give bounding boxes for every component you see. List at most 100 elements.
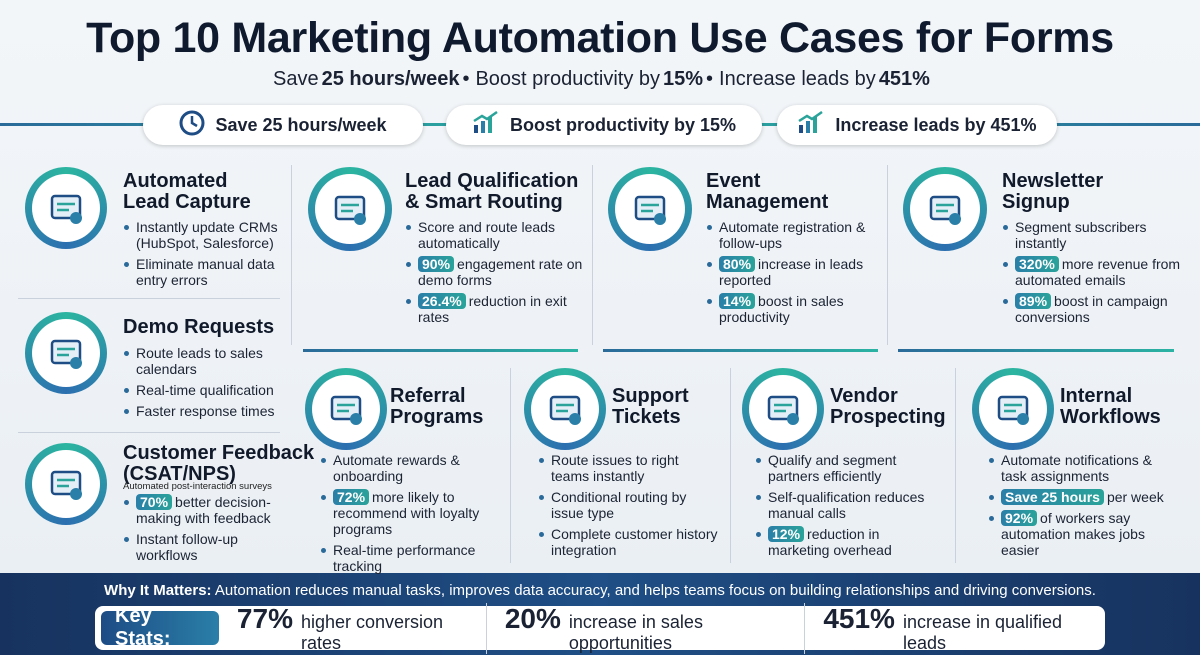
- card-item: 14% boost in sales productivity: [706, 293, 876, 325]
- stat-badge: 72%: [333, 489, 370, 505]
- card-title-line: Vendor: [830, 385, 898, 407]
- key-stat-value: 451%: [823, 602, 895, 634]
- stat-badge: 70%: [136, 494, 173, 510]
- subtitle-part: Boost productivity by: [475, 68, 660, 90]
- card-icon: [608, 167, 692, 251]
- card-item: Route issues to right teams instantly: [538, 452, 718, 484]
- subtitle-part: 15%: [663, 68, 704, 90]
- card-title-line: Lead Capture: [123, 191, 251, 213]
- card-item: 26.4% reduction in exit rates: [405, 293, 583, 325]
- key-stat: 451% increase in qualified leads: [805, 603, 1105, 654]
- card-items: Segment subscribers instantly 320% more re…: [1002, 219, 1182, 330]
- card-title: Vendor Prospecting: [830, 386, 946, 428]
- stat-pill: Save 25 hours/week: [143, 105, 423, 145]
- divider: [18, 298, 280, 299]
- card-title: Referral Programs: [390, 386, 483, 428]
- item-text: reduction in marketing overhead: [768, 526, 892, 558]
- card-icon: [25, 167, 107, 249]
- stat-badge: 80%: [719, 256, 756, 272]
- why-label: Why It Matters:: [104, 582, 212, 599]
- card-note: Automated post-interaction surveys: [123, 481, 272, 492]
- card-item: Instantly update CRMs (HubSpot, Salesfor…: [123, 219, 288, 251]
- stat-badge: 26.4%: [418, 293, 466, 309]
- icon-inner: [531, 375, 599, 443]
- card-item: Automate rewards & onboarding: [320, 452, 500, 484]
- card-item: Segment subscribers instantly: [1002, 219, 1182, 251]
- card-items: Automate rewards & onboarding 72% more lik…: [320, 452, 500, 579]
- card-title-line: Programs: [390, 406, 484, 428]
- item-text: boost in sales productivity: [719, 293, 844, 325]
- divider: [291, 165, 292, 345]
- key-stat-text: increase in sales opportunities: [568, 611, 703, 653]
- card-item: Real-time performance tracking: [320, 542, 500, 574]
- icon-inner: [910, 174, 980, 244]
- stat-badge: 89%: [1015, 293, 1052, 309]
- card-item: Score and route leads automatically: [405, 219, 583, 251]
- subtitle-part: •: [706, 68, 714, 90]
- item-text: per week: [1106, 489, 1164, 505]
- card-title-line: Customer Feedback: [123, 442, 315, 464]
- card-item: Eliminate manual data entry errors: [123, 256, 288, 288]
- card-item: Real-time qualification: [123, 382, 288, 398]
- card-title: Customer Feedback (CSAT/NPS): [123, 443, 314, 485]
- key-stat-text: higher conversion rates: [300, 611, 444, 653]
- pill-text: Increase leads by 451%: [835, 114, 1037, 135]
- card-items: 70% better decision-making with feedback I…: [123, 494, 288, 568]
- stat-badge: 14%: [719, 293, 756, 309]
- card-title-line: Signup: [1002, 191, 1070, 213]
- card-items: Route issues to right teams instantly Con…: [538, 452, 718, 563]
- card-title-line: Event: [706, 170, 761, 192]
- card-item: Faster response times: [123, 403, 288, 419]
- divider: [887, 165, 888, 345]
- card-item: 70% better decision-making with feedback: [123, 494, 288, 526]
- key-stat: 77% higher conversion rates: [219, 602, 487, 654]
- icon-inner: [32, 319, 100, 387]
- divider: [18, 432, 280, 433]
- card-icon: [903, 167, 987, 251]
- card-items: Automate registration & follow-ups 80% inc…: [706, 219, 876, 330]
- card-item: Complete customer history integration: [538, 526, 718, 558]
- stat-badge: 320%: [1015, 256, 1059, 272]
- card-items: Route leads to sales calendars Real-time …: [123, 345, 288, 424]
- card-title-line: Management: [706, 191, 829, 213]
- icon-inner: [32, 174, 100, 242]
- item-text: boost in campaign conversions: [1015, 293, 1168, 325]
- item-text: increase in leads reported: [719, 256, 864, 288]
- card-icon: [25, 443, 107, 525]
- pill-icon: [179, 110, 205, 141]
- divider: [592, 165, 593, 345]
- why-it-matters: Why It Matters: Automation reduces manua…: [0, 582, 1200, 599]
- card-item: 320% more revenue from automated emails: [1002, 256, 1182, 288]
- card-title: Support Tickets: [612, 386, 689, 428]
- divider: [955, 368, 956, 563]
- card-item: Automate registration & follow-ups: [706, 219, 876, 251]
- stat-badge: 90%: [418, 256, 455, 272]
- why-text: Automation reduces manual tasks, improve…: [214, 582, 1096, 599]
- card-item: 89% boost in campaign conversions: [1002, 293, 1182, 325]
- item-text: of workers say automation makes jobs eas…: [1001, 510, 1145, 558]
- subtitle: Save 25 hours/week • Boost productivity by 1…: [0, 68, 1200, 91]
- card-item: 80% increase in leads reported: [706, 256, 876, 288]
- item-text: reduction in exit rates: [418, 293, 567, 325]
- card-items: Automate notifications & task assignment…: [988, 452, 1168, 563]
- card-title-line: & Smart Routing: [405, 191, 563, 213]
- card-title-line: Newsletter: [1002, 170, 1104, 192]
- divider: [898, 349, 1174, 352]
- card-icon: [305, 368, 387, 450]
- subtitle-part: 25 hours/week: [321, 68, 460, 90]
- card-title-line: Automated: [123, 170, 228, 192]
- card-title-line: Prospecting: [830, 406, 946, 428]
- pill-text: Save 25 hours/week: [215, 114, 387, 135]
- item-text: more revenue from automated emails: [1015, 256, 1181, 288]
- card-title: Automated Lead Capture: [123, 171, 251, 213]
- icon-inner: [312, 375, 380, 443]
- card-items: Qualify and segment partners efficiently…: [755, 452, 940, 563]
- pill-icon: [472, 110, 500, 140]
- divider: [603, 349, 878, 352]
- stat-badge: 92%: [1001, 510, 1038, 526]
- card-title-line: Referral: [390, 385, 466, 407]
- divider: [730, 368, 731, 563]
- card-item: Instant follow-up workflows: [123, 531, 288, 563]
